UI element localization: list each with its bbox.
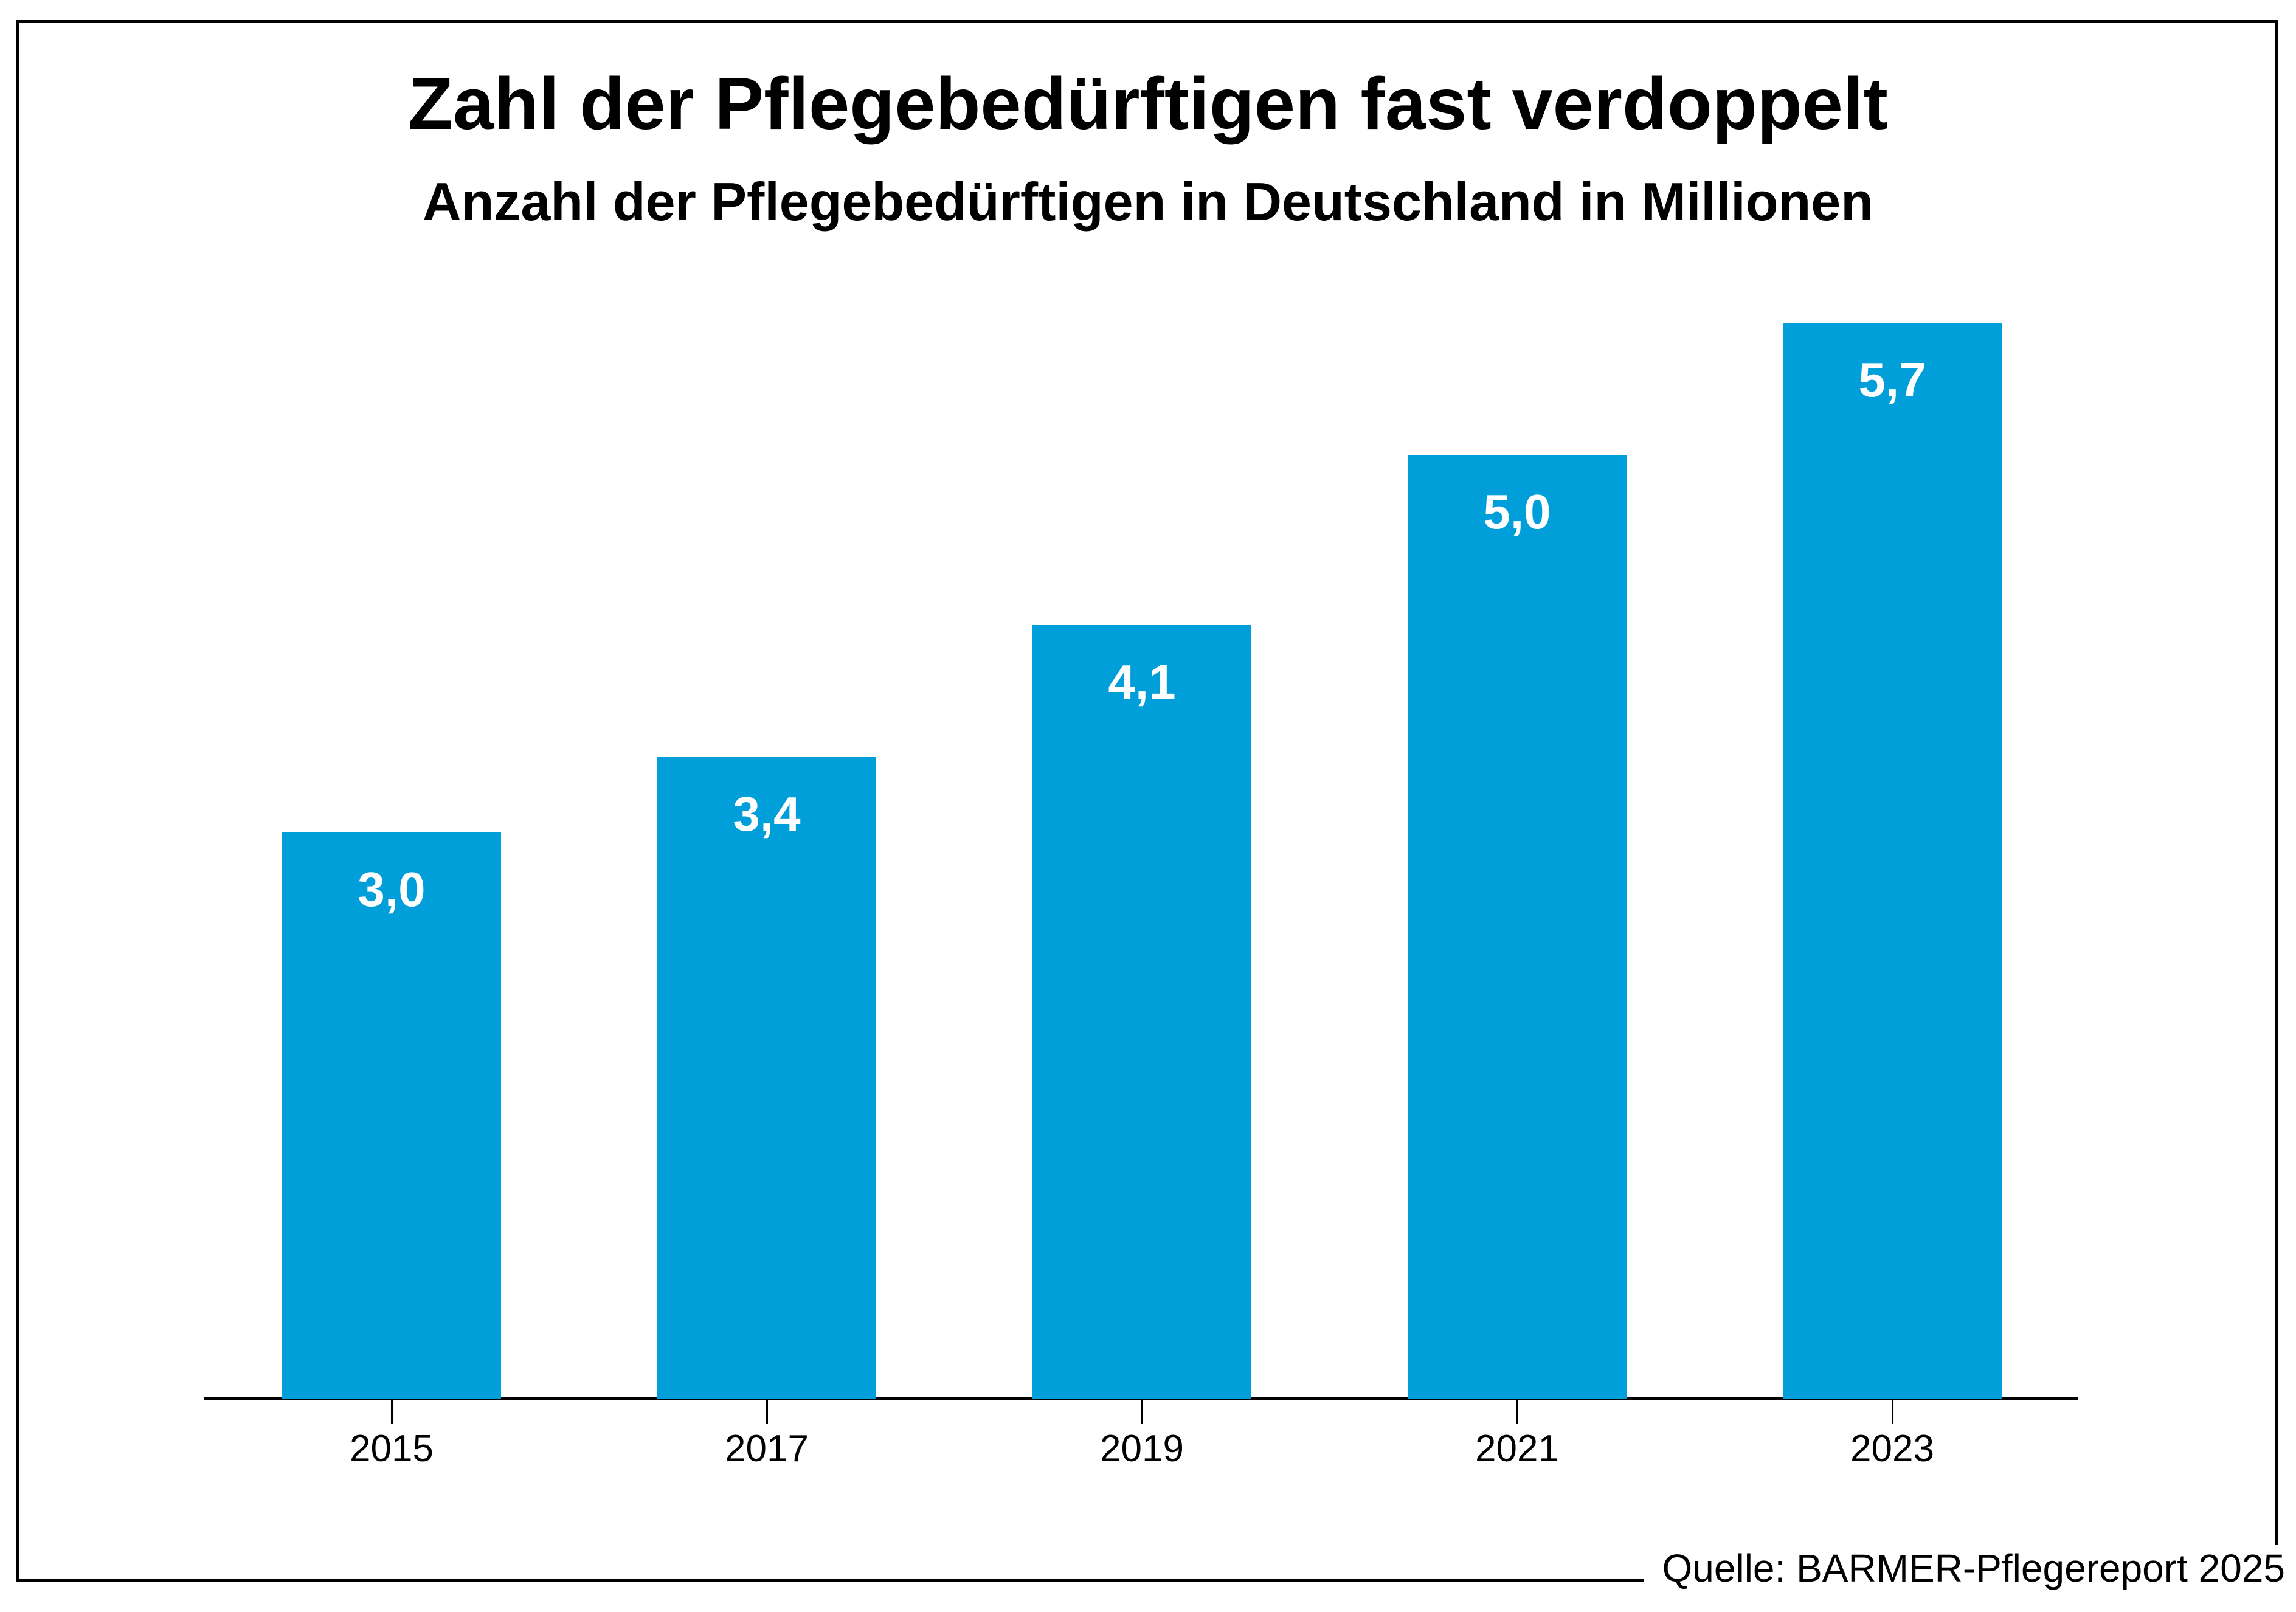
bar-2021: 5,0	[1408, 455, 1627, 1399]
x-axis-tick	[391, 1399, 393, 1424]
bar-2023: 5,7	[1783, 323, 2002, 1399]
bar-value-label: 3,0	[358, 862, 426, 916]
chart-title: Zahl der Pflegebedürftigen fast verdoppe…	[408, 62, 1888, 145]
x-axis-tick	[1892, 1399, 1893, 1424]
x-axis-tick	[766, 1399, 768, 1424]
x-axis-tick	[1141, 1399, 1143, 1424]
chart-subtitle: Anzahl der Pflegebedürftigen in Deutschl…	[423, 171, 1873, 232]
bar-2015: 3,0	[282, 832, 501, 1399]
bar-2019: 4,1	[1032, 625, 1251, 1399]
bar-value-label: 3,4	[733, 787, 801, 841]
x-axis-label-2019: 2019	[1100, 1428, 1184, 1470]
bar-2017: 3,4	[657, 757, 876, 1399]
x-axis-label-2017: 2017	[725, 1428, 809, 1470]
x-axis-tick	[1516, 1399, 1518, 1424]
bar-value-label: 5,0	[1483, 485, 1551, 539]
bar-value-label: 5,7	[1858, 353, 1926, 407]
x-axis-label-2021: 2021	[1475, 1428, 1559, 1470]
bar-value-label: 4,1	[1108, 655, 1176, 709]
source-note: Quelle: BARMER-Pflegereport 2025	[1644, 1545, 2287, 1599]
x-axis-label-2015: 2015	[350, 1428, 434, 1470]
x-axis-label-2023: 2023	[1850, 1428, 1934, 1470]
chart-border-frame	[16, 20, 2278, 1582]
